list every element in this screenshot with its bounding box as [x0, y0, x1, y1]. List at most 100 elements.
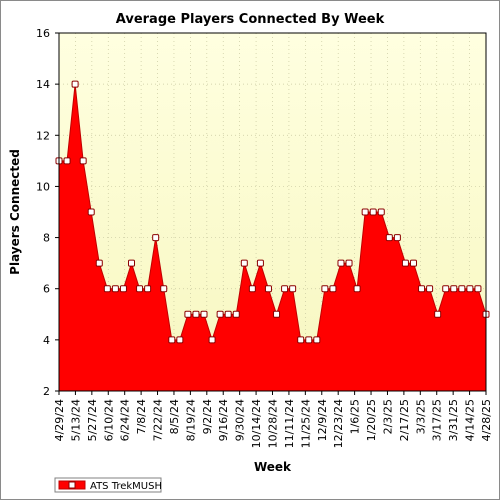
data-point	[160, 285, 168, 293]
data-point	[200, 310, 208, 318]
data-point	[111, 285, 119, 293]
data-point	[393, 234, 401, 242]
y-tick-label: 8	[43, 232, 50, 245]
data-point	[321, 285, 329, 293]
data-point	[136, 285, 144, 293]
data-point	[458, 285, 466, 293]
x-tick-label: 12/9/24	[316, 399, 329, 441]
data-point	[256, 259, 264, 267]
x-tick-label: 7/8/24	[135, 399, 148, 434]
series-area	[55, 80, 490, 392]
data-point	[176, 336, 184, 344]
data-point	[281, 285, 289, 293]
data-point	[401, 259, 409, 267]
x-tick-label: 2/3/25	[381, 399, 394, 434]
x-tick-label: 6/24/24	[119, 399, 132, 441]
y-tick-label: 12	[36, 129, 50, 142]
data-point	[87, 208, 95, 216]
data-point	[248, 285, 256, 293]
y-tick-label: 6	[43, 283, 50, 296]
series-area-fill	[59, 84, 486, 392]
x-tick-label: 10/14/24	[250, 399, 263, 448]
x-tick-label: 11/11/24	[283, 399, 296, 448]
data-point	[224, 310, 232, 318]
data-point	[329, 285, 337, 293]
data-point	[297, 336, 305, 344]
x-tick-label: 3/3/25	[414, 399, 427, 434]
x-tick-label: 4/14/25	[464, 399, 477, 441]
data-point	[313, 336, 321, 344]
data-point	[442, 285, 450, 293]
x-tick-label: 3/17/25	[431, 399, 444, 441]
x-tick-label: 4/28/25	[480, 399, 493, 441]
data-point	[474, 285, 482, 293]
x-tick-label: 6/10/24	[102, 399, 115, 441]
x-tick-label: 9/16/24	[217, 399, 230, 441]
data-point	[128, 259, 136, 267]
data-point	[409, 259, 417, 267]
data-point	[71, 80, 79, 88]
x-tick-label: 9/30/24	[234, 399, 247, 441]
series-line	[59, 84, 487, 342]
y-tick-label: 2	[43, 385, 50, 398]
chart-title: Average Players Connected By Week	[116, 12, 385, 27]
data-point	[337, 259, 345, 267]
data-point	[345, 259, 353, 267]
x-tick-label: 8/5/24	[168, 399, 181, 434]
y-axis-label: Players Connected	[8, 149, 22, 275]
data-point	[95, 259, 103, 267]
data-point	[434, 310, 442, 318]
data-point	[426, 285, 434, 293]
y-tick-label: 4	[43, 334, 50, 347]
y-axis: 2 4 6 8 10 12 14 16	[36, 27, 59, 398]
x-tick-label: 3/31/25	[447, 399, 460, 441]
data-point	[450, 285, 458, 293]
data-point	[369, 208, 377, 216]
data-point	[240, 259, 248, 267]
data-point	[385, 234, 393, 242]
data-point	[232, 310, 240, 318]
data-point	[361, 208, 369, 216]
x-tick-label: 8/19/24	[184, 399, 197, 441]
x-tick-label: 2/17/25	[398, 399, 411, 441]
x-tick-label: 7/22/24	[152, 399, 165, 441]
legend: ATS TrekMUSH	[54, 477, 162, 493]
data-point	[377, 208, 385, 216]
x-tick-label: 12/23/24	[332, 399, 345, 448]
data-point	[208, 336, 216, 344]
x-tick-label: 5/27/24	[86, 399, 99, 441]
data-point	[103, 285, 111, 293]
x-tick-label: 1/6/25	[349, 399, 362, 434]
x-tick-label: 5/13/24	[69, 399, 82, 441]
data-point	[184, 310, 192, 318]
data-point	[79, 157, 87, 165]
data-point	[264, 285, 272, 293]
data-point	[418, 285, 426, 293]
y-tick-label: 14	[36, 78, 50, 91]
y-tick-label: 10	[36, 180, 50, 193]
data-point	[216, 310, 224, 318]
data-point	[144, 285, 152, 293]
y-tick-label: 16	[36, 27, 50, 40]
x-tick-label: 10/28/24	[267, 399, 280, 448]
x-tick-label: 9/2/24	[201, 399, 214, 434]
x-axis-label: Week	[254, 460, 292, 474]
data-point	[289, 285, 297, 293]
legend-marker-icon	[68, 481, 76, 489]
legend-label: ATS TrekMUSH	[90, 481, 162, 492]
x-tick-label: 11/25/24	[299, 399, 312, 448]
data-point	[273, 310, 281, 318]
data-point	[152, 234, 160, 242]
data-point	[305, 336, 313, 344]
data-point	[119, 285, 127, 293]
data-point	[192, 310, 200, 318]
data-point	[168, 336, 176, 344]
data-point	[466, 285, 474, 293]
x-axis: 4/29/24 5/13/24 5/27/24 6/10/24 6/24/24 7/8/2…	[53, 391, 493, 448]
data-point	[353, 285, 361, 293]
x-tick-label: 4/29/24	[53, 399, 66, 441]
data-point	[63, 157, 71, 165]
x-tick-label: 1/20/25	[365, 399, 378, 441]
